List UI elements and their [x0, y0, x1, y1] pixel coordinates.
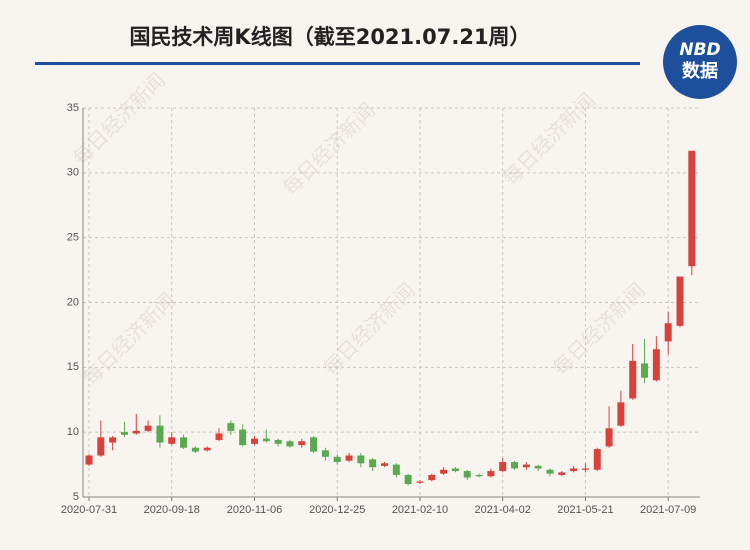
candle-body — [191, 447, 199, 452]
candle-body — [286, 441, 294, 447]
x-tick-label: 2021-02-10 — [392, 504, 448, 516]
y-tick-label: 20 — [67, 296, 79, 308]
y-tick-label: 30 — [67, 167, 79, 179]
candle-body — [310, 437, 318, 452]
candle-body — [109, 437, 117, 443]
x-tick-label: 2021-07-09 — [640, 504, 696, 516]
candle-body — [180, 437, 188, 448]
candle-body — [522, 464, 530, 468]
candle-body — [605, 428, 613, 447]
y-tick-label: 25 — [67, 232, 79, 244]
candle-body — [156, 425, 164, 443]
chart-title: 国民技术周K线图（截至2021.07.21周） — [129, 25, 530, 49]
candle-body — [617, 402, 625, 426]
candle-body — [641, 363, 649, 378]
candle-body — [475, 474, 483, 477]
y-tick-label: 15 — [67, 361, 79, 373]
candle-body — [404, 474, 412, 485]
candle-body — [357, 455, 365, 464]
candle-body — [203, 447, 211, 451]
x-tick-label: 2021-04-02 — [475, 504, 531, 516]
candle-body — [298, 441, 306, 446]
candle-body — [664, 323, 672, 342]
candle-body — [652, 349, 660, 381]
candle-body — [511, 461, 519, 469]
x-tick-label: 2020-11-06 — [227, 504, 282, 516]
x-tick-label: 2020-09-18 — [144, 504, 200, 516]
logo-brand: NBD — [679, 40, 720, 60]
candle-body — [581, 468, 589, 470]
candle-body — [570, 468, 578, 472]
x-tick-label: 2020-07-31 — [61, 504, 117, 516]
candle-body — [215, 433, 223, 440]
candle-body — [85, 455, 93, 465]
candle-body — [593, 449, 601, 470]
logo — [663, 25, 737, 99]
candle-body — [250, 438, 258, 444]
candle-body — [416, 481, 424, 483]
candle-body — [558, 472, 566, 475]
candle-body — [463, 471, 471, 478]
candle-body — [262, 438, 270, 442]
candle-body — [688, 150, 696, 267]
y-tick-label: 35 — [67, 102, 79, 114]
candle-body — [120, 432, 128, 435]
title-rule — [35, 62, 640, 65]
candle-body — [97, 437, 105, 456]
candle-body — [392, 464, 400, 475]
candle-body — [381, 463, 388, 466]
candle-body — [345, 455, 353, 461]
candle-body — [369, 459, 377, 468]
candle-body — [440, 469, 448, 474]
candle-body — [534, 465, 542, 469]
x-tick-label: 2021-05-21 — [557, 504, 613, 516]
x-tick-label: 2020-12-25 — [309, 504, 365, 516]
candle-body — [546, 469, 554, 474]
candle-body — [239, 429, 247, 446]
candle-body — [144, 425, 152, 431]
logo-label: 数据 — [682, 60, 718, 82]
candle-body — [629, 360, 637, 399]
candle-body — [321, 450, 329, 457]
candle-body — [487, 471, 495, 477]
candle-body — [132, 430, 140, 434]
candle-body — [676, 276, 684, 326]
candle-body — [227, 423, 235, 431]
candle-body — [333, 456, 341, 462]
candle-body — [274, 439, 282, 444]
y-tick-label: 5 — [73, 491, 79, 503]
candle-body — [428, 474, 436, 481]
plot: 5 10 15 20 25 30 35 2020-07-31 2020-09-18 2020-11… — [61, 102, 700, 516]
candle-body — [499, 461, 507, 472]
candle-body — [168, 437, 176, 444]
y-tick-label: 10 — [67, 426, 79, 438]
candle-body — [451, 468, 459, 472]
